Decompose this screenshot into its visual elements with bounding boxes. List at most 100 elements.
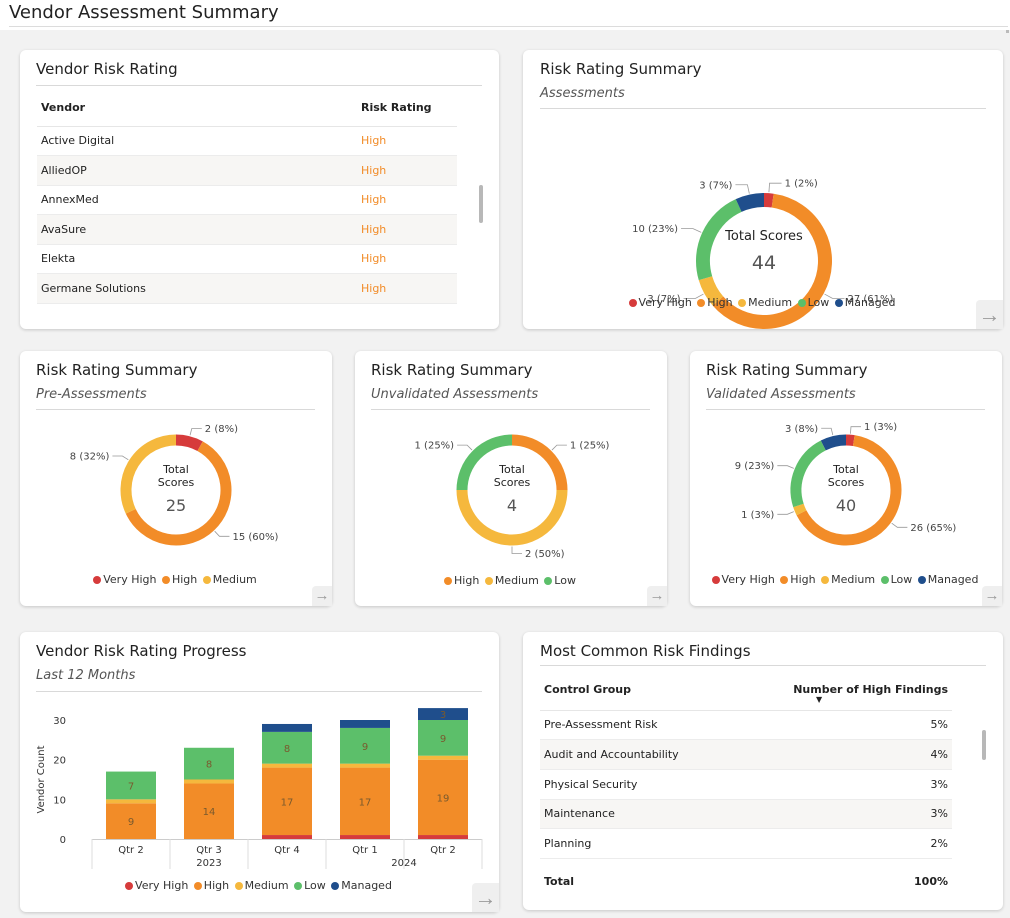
- bar-segment-low[interactable]: [418, 720, 468, 756]
- donut-slice-very-high[interactable]: [175, 434, 203, 452]
- bar-segment-low[interactable]: [184, 747, 234, 780]
- donut-center-label: Total: [162, 463, 189, 476]
- legend-item-medium[interactable]: Medium: [738, 296, 792, 309]
- column-header-label: Number of High Findings: [793, 683, 948, 697]
- expand-arrow-button[interactable]: →: [976, 300, 1003, 329]
- chart-legend: Very High High Medium Low Managed: [20, 879, 499, 892]
- bar-segment-medium[interactable]: [262, 763, 312, 768]
- expand-arrow-button[interactable]: →: [647, 586, 667, 606]
- bar-segment-high[interactable]: [106, 803, 156, 839]
- vendor-name: Elekta: [37, 244, 357, 274]
- table-row[interactable]: Pre-Assessment Risk 5%: [540, 710, 952, 741]
- card-divider: [706, 409, 985, 410]
- page-title: Vendor Assessment Summary: [9, 2, 279, 23]
- legend-item-low[interactable]: Low: [544, 574, 576, 587]
- legend-item-high[interactable]: High: [780, 573, 816, 586]
- table-row[interactable]: Planning 2%: [540, 828, 952, 859]
- table-row[interactable]: Active Digital High: [37, 126, 457, 156]
- legend-item-medium[interactable]: Medium: [821, 573, 875, 586]
- expand-arrow-button[interactable]: →: [982, 586, 1002, 606]
- resize-handle[interactable]: [1006, 30, 1009, 33]
- bar-segment-medium[interactable]: [184, 779, 234, 784]
- card-subtitle: Validated Assessments: [706, 387, 856, 402]
- bar-segment-high[interactable]: [340, 767, 390, 836]
- legend-item-low[interactable]: Low: [797, 296, 829, 309]
- table-row[interactable]: Maintenance 3%: [540, 799, 952, 830]
- column-header-control-group[interactable]: Control Group: [540, 670, 730, 711]
- header-divider: [9, 26, 1008, 27]
- column-header-vendor[interactable]: Vendor: [37, 90, 357, 127]
- bar-segment-low[interactable]: [340, 727, 390, 764]
- table-row[interactable]: AnnexMed High: [37, 185, 457, 215]
- unvalidated-donut-chart: 1 (25%) 2 (50%) 1 (25%) Total Scores 4: [415, 434, 610, 560]
- legend-item-very-high[interactable]: Very High: [628, 296, 692, 309]
- card-title: Risk Rating Summary: [540, 60, 702, 78]
- bar-segment-low[interactable]: [106, 771, 156, 800]
- bar-segment-managed[interactable]: [262, 723, 312, 732]
- table-row[interactable]: Audit and Accountability 4%: [540, 739, 952, 770]
- bar-segment-medium[interactable]: [418, 755, 468, 760]
- donut-slice-very-high[interactable]: [845, 434, 855, 447]
- legend-item-very-high[interactable]: Very High: [711, 573, 775, 586]
- legend-item-managed[interactable]: Managed: [331, 879, 392, 892]
- donut-slice-very-high[interactable]: [763, 193, 774, 208]
- legend-item-high[interactable]: High: [444, 574, 479, 587]
- legend-item-very-high[interactable]: Very High: [93, 573, 156, 586]
- table-scrollbar[interactable]: [479, 185, 483, 223]
- legend-item-high[interactable]: High: [193, 879, 229, 892]
- legend-item-low[interactable]: Low: [294, 879, 326, 892]
- control-group-name: Physical Security: [540, 769, 730, 800]
- donut-slice-medium[interactable]: [120, 434, 177, 514]
- donut-slice-medium[interactable]: [698, 275, 724, 306]
- legend-item-medium[interactable]: Medium: [484, 574, 539, 587]
- legend-item-managed[interactable]: Managed: [834, 296, 895, 309]
- bar-segment-high[interactable]: [418, 759, 468, 836]
- slice-label-connector: [511, 546, 522, 554]
- legend-item-high[interactable]: High: [161, 573, 197, 586]
- slice-data-label: 15 (60%): [232, 532, 278, 543]
- expand-arrow-button[interactable]: →: [312, 586, 332, 606]
- legend-item-very-high[interactable]: Very High: [125, 879, 188, 892]
- legend-item-managed[interactable]: Managed: [917, 573, 978, 586]
- bar-segment-managed[interactable]: [340, 720, 390, 728]
- donut-slice-medium[interactable]: [456, 489, 568, 546]
- legend-item-low[interactable]: Low: [880, 573, 912, 586]
- table-row[interactable]: Elekta High: [37, 244, 457, 274]
- column-header-risk-rating[interactable]: Risk Rating: [357, 90, 457, 127]
- findings-table: Control Group Number of High Findings ▼ …: [540, 670, 952, 905]
- expand-arrow-button[interactable]: →: [472, 883, 499, 912]
- donut-slice-managed[interactable]: [820, 434, 847, 451]
- bar-segment-high[interactable]: [184, 783, 234, 839]
- table-row[interactable]: AvaSure High: [37, 214, 457, 245]
- bar-segment-medium[interactable]: [340, 763, 390, 768]
- donut-slice-high[interactable]: [796, 435, 902, 546]
- table-row[interactable]: Germane Solutions High: [37, 273, 457, 304]
- legend-item-medium[interactable]: Medium: [234, 879, 289, 892]
- table-row[interactable]: AlliedOP High: [37, 155, 457, 186]
- bar-segment-very-high[interactable]: [262, 835, 312, 839]
- legend-item-high[interactable]: High: [697, 296, 733, 309]
- bar-segment-managed[interactable]: [418, 708, 468, 720]
- bar-segment-low[interactable]: [262, 731, 312, 764]
- slice-data-label: 26 (65%): [910, 523, 956, 534]
- legend-item-medium[interactable]: Medium: [202, 573, 257, 586]
- donut-slice-high[interactable]: [511, 434, 568, 491]
- table-row[interactable]: Physical Security 3%: [540, 769, 952, 800]
- bar-segment-high[interactable]: [262, 767, 312, 836]
- donut-slice-low[interactable]: [696, 199, 742, 281]
- donut-slice-medium[interactable]: [793, 503, 807, 516]
- bar-data-label: 8: [284, 744, 290, 755]
- bar-segment-medium[interactable]: [106, 799, 156, 804]
- column-header-high-findings[interactable]: Number of High Findings ▼: [729, 670, 952, 711]
- bar-segment-very-high[interactable]: [340, 835, 390, 839]
- control-group-name: Audit and Accountability: [540, 739, 730, 770]
- donut-center-label: Scores: [828, 476, 865, 489]
- bar-segment-very-high[interactable]: [418, 835, 468, 839]
- risk-rating-value: High: [357, 214, 457, 245]
- table-scrollbar[interactable]: [982, 730, 986, 760]
- donut-slice-low[interactable]: [790, 440, 827, 508]
- donut-slice-managed[interactable]: [735, 193, 765, 212]
- donut-slice-low[interactable]: [456, 434, 513, 491]
- donut-slice-high[interactable]: [712, 193, 832, 329]
- donut-slice-high[interactable]: [125, 441, 232, 546]
